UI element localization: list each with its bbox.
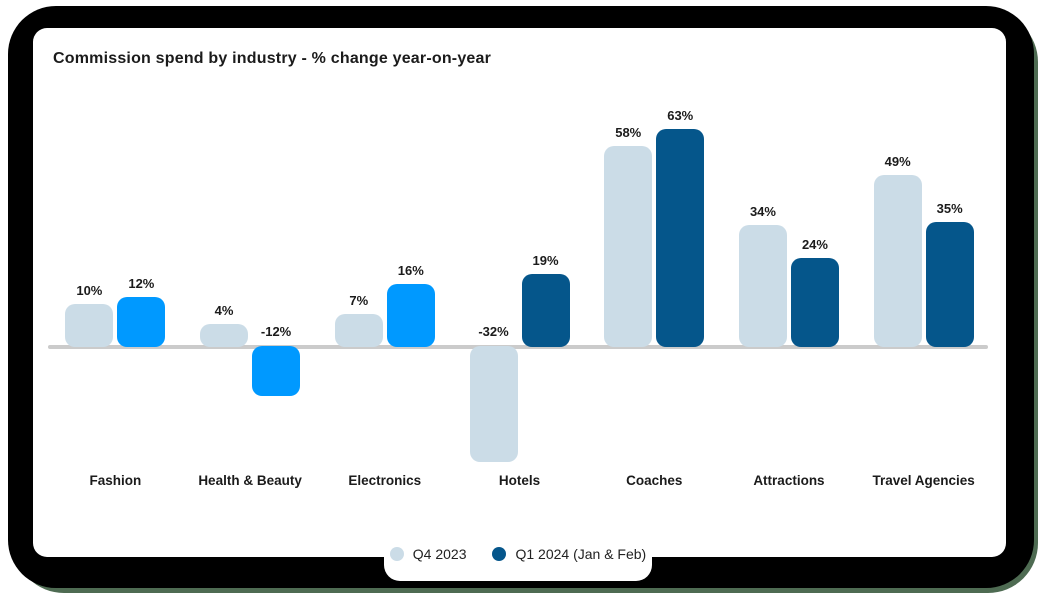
bar-q1-2024-jan-feb-attractions[interactable] bbox=[790, 257, 839, 347]
bar-group-hotels: -32% 19% Hotels bbox=[452, 88, 587, 523]
category-label-fashion: Fashion bbox=[89, 473, 142, 488]
bar-value-label-q4-2023-travel-agencies: 49% bbox=[884, 154, 911, 170]
bar-value-label-q1-2024-jan-feb-electronics: 16% bbox=[397, 263, 424, 279]
bar-q4-2023-health-beauty[interactable] bbox=[200, 323, 249, 347]
bar-q4-2023-fashion[interactable] bbox=[65, 304, 114, 347]
category-label-health-beauty: Health & Beauty bbox=[198, 473, 302, 488]
bar-q1-2024-jan-feb-coaches[interactable] bbox=[656, 129, 705, 347]
bar-value-label-q4-2023-coaches: 58% bbox=[615, 124, 642, 140]
bar-q1-2024-jan-feb-hotels[interactable] bbox=[521, 274, 570, 347]
bar-value-label-q4-2023-health-beauty: 4% bbox=[214, 302, 234, 318]
bar-group-fashion: 10% 12% Fashion bbox=[48, 88, 183, 523]
bar-q1-2024-jan-feb-travel-agencies[interactable] bbox=[925, 221, 974, 347]
bar-value-label-q1-2024-jan-feb-fashion: 12% bbox=[128, 276, 155, 292]
bar-q4-2023-electronics[interactable] bbox=[334, 313, 383, 347]
bar-q1-2024-jan-feb-health-beauty[interactable] bbox=[252, 346, 301, 396]
bar-group-coaches: 58% 63% Coaches bbox=[587, 88, 722, 523]
category-label-electronics: Electronics bbox=[348, 473, 422, 488]
category-label-travel-agencies: Travel Agencies bbox=[872, 473, 975, 488]
bar-q4-2023-hotels[interactable] bbox=[469, 346, 518, 462]
bar-value-label-q1-2024-jan-feb-hotels: 19% bbox=[532, 253, 559, 269]
zero-axis-line bbox=[48, 345, 988, 349]
bar-value-label-q4-2023-hotels: -32% bbox=[478, 324, 509, 339]
bar-value-label-q4-2023-electronics: 7% bbox=[349, 292, 369, 308]
legend-item-q4-2023[interactable]: Q4 2023 bbox=[389, 546, 467, 562]
bar-value-label-q4-2023-attractions: 34% bbox=[749, 203, 776, 219]
legend-label: Q4 2023 bbox=[412, 546, 467, 562]
bar-q4-2023-attractions[interactable] bbox=[738, 224, 787, 347]
bar-q1-2024-jan-feb-electronics[interactable] bbox=[386, 284, 435, 347]
bar-q4-2023-coaches[interactable] bbox=[604, 145, 653, 347]
bar-value-label-q1-2024-jan-feb-attractions: 24% bbox=[801, 236, 828, 252]
chart-legend: Q4 2023 Q1 2024 (Jan & Feb) bbox=[384, 527, 652, 581]
bar-chart: 10% 12% Fashion 4% -12% Health & Beauty 7% 16% E… bbox=[48, 88, 991, 523]
bar-value-label-q1-2024-jan-feb-health-beauty: -12% bbox=[260, 324, 292, 339]
bar-value-label-q1-2024-jan-feb-travel-agencies: 35% bbox=[936, 200, 963, 216]
category-label-attractions: Attractions bbox=[753, 473, 825, 488]
legend-dot-q4-2023 bbox=[389, 547, 404, 561]
bar-group-electronics: 7% 16% Electronics bbox=[317, 88, 452, 523]
bar-group-travel-agencies: 49% 35% Travel Agencies bbox=[856, 88, 991, 523]
bar-group-health-beauty: 4% -12% Health & Beauty bbox=[183, 88, 318, 523]
legend-label: Q1 2024 (Jan & Feb) bbox=[515, 546, 647, 562]
bar-value-label-q1-2024-jan-feb-coaches: 63% bbox=[667, 108, 694, 124]
bar-groups: 10% 12% Fashion 4% -12% Health & Beauty 7% 16% E… bbox=[48, 88, 991, 523]
bar-q1-2024-jan-feb-fashion[interactable] bbox=[117, 297, 166, 347]
category-label-coaches: Coaches bbox=[626, 473, 683, 488]
bar-group-attractions: 34% 24% Attractions bbox=[722, 88, 857, 523]
bar-q4-2023-travel-agencies[interactable] bbox=[873, 175, 922, 347]
legend-dot-q1-2024 bbox=[492, 547, 507, 561]
category-label-hotels: Hotels bbox=[498, 473, 541, 488]
bar-value-label-q4-2023-fashion: 10% bbox=[76, 283, 103, 298]
chart-title: Commission spend by industry - % change … bbox=[53, 50, 492, 67]
chart-card: Commission spend by industry - % change … bbox=[33, 28, 1006, 557]
legend-item-q1-2024[interactable]: Q1 2024 (Jan & Feb) bbox=[492, 546, 646, 562]
